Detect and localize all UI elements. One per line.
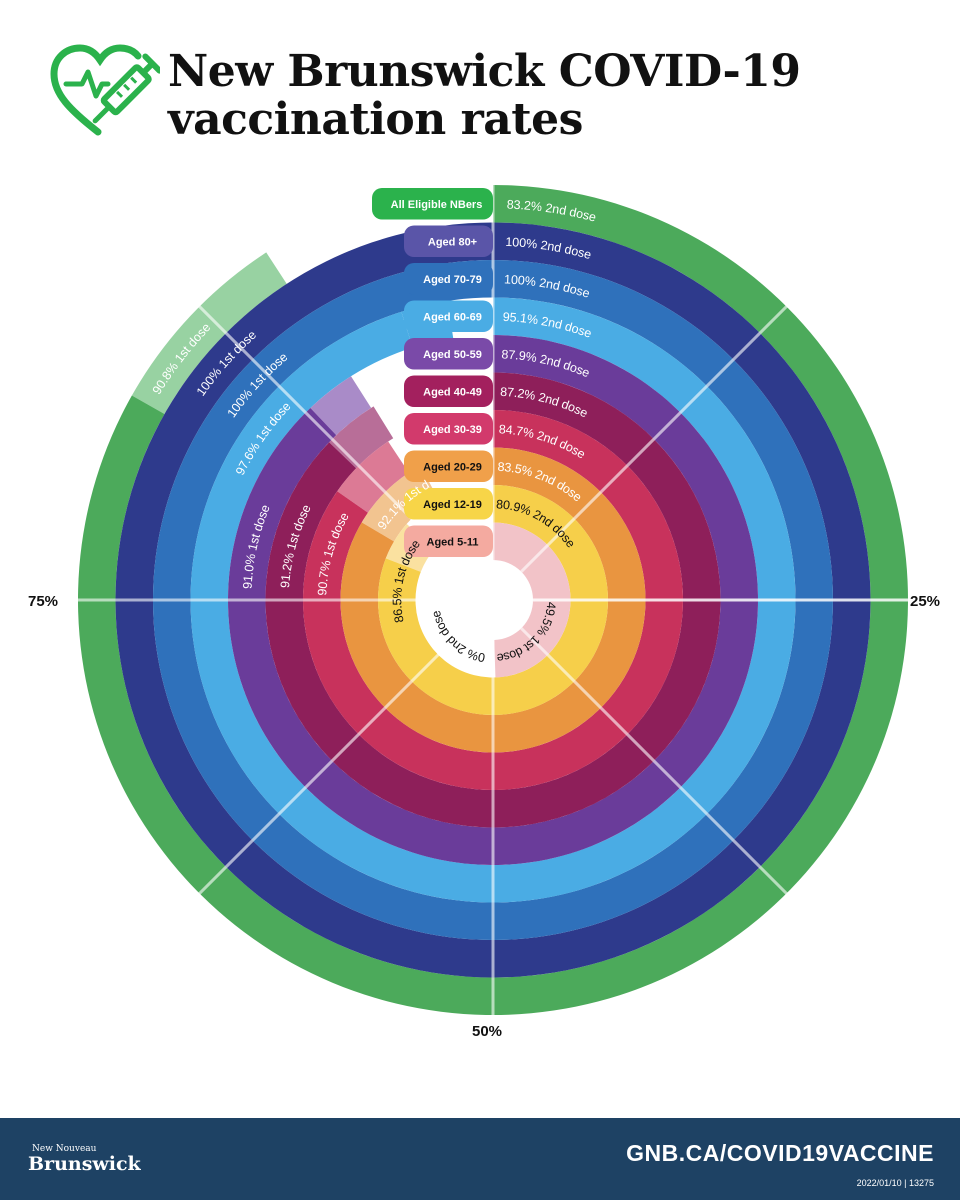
category-label: Aged 70-79: [423, 274, 482, 286]
tick-label-25: 25%: [910, 593, 940, 610]
first-dose-arc: [361, 465, 439, 542]
category-label: Aged 5-11: [427, 536, 479, 548]
chart-category-tabs: All Eligible NBers Aged 80+ Aged 70-79 Aged…: [372, 188, 493, 557]
gnb-logo: New Nouveau Brunswick: [28, 1144, 141, 1174]
category-tab: [372, 188, 493, 220]
first-dose-arc: [131, 252, 287, 414]
category-label: Aged 60-69: [423, 311, 482, 323]
gridline: [520, 627, 794, 901]
category-tab: [404, 338, 493, 370]
first-dose-arc: [310, 376, 372, 436]
radial-bar-chart: All Eligible NBers Aged 80+ Aged 70-79 Aged…: [0, 170, 940, 1040]
page-title: New Brunswick COVID-19 vaccination rates: [168, 48, 928, 144]
category-label: Aged 40-49: [423, 386, 482, 398]
footer-bar: New Nouveau Brunswick GNB.CA/COVID19VACC…: [0, 1118, 960, 1200]
brand-main-text: Brunswick: [28, 1153, 141, 1175]
category-label: Aged 80+: [428, 236, 477, 248]
category-tab: [404, 375, 493, 407]
category-label: All Eligible NBers: [391, 199, 483, 211]
tick-label-50: 50%: [472, 1023, 502, 1040]
category-tab: [404, 525, 493, 557]
category-tab: [404, 300, 493, 332]
category-tab: [404, 488, 493, 520]
category-tab: [404, 263, 493, 295]
first-dose-arc: [337, 441, 409, 513]
tick-label-75: 75%: [28, 593, 58, 610]
first-dose-arc: [493, 522, 571, 678]
title-line-1: New Brunswick COVID-19: [168, 46, 801, 97]
gridline: [192, 627, 466, 901]
heart-syringe-icon: [50, 44, 160, 136]
gridline: [520, 299, 794, 573]
date-stamp: 2022/01/10 | 13275: [856, 1178, 934, 1188]
website-link[interactable]: GNB.CA/COVID19VACCINE: [626, 1140, 934, 1166]
title-line-2: vaccination rates: [168, 94, 583, 145]
category-tab: [404, 413, 493, 445]
category-tab: [404, 450, 493, 482]
category-label: Aged 12-19: [423, 499, 482, 511]
brand-top-text: New Nouveau: [32, 1144, 97, 1154]
category-label: Aged 30-39: [423, 424, 482, 436]
category-tab: [404, 225, 493, 257]
category-label: Aged 20-29: [423, 461, 482, 473]
category-label: Aged 50-59: [423, 349, 482, 361]
